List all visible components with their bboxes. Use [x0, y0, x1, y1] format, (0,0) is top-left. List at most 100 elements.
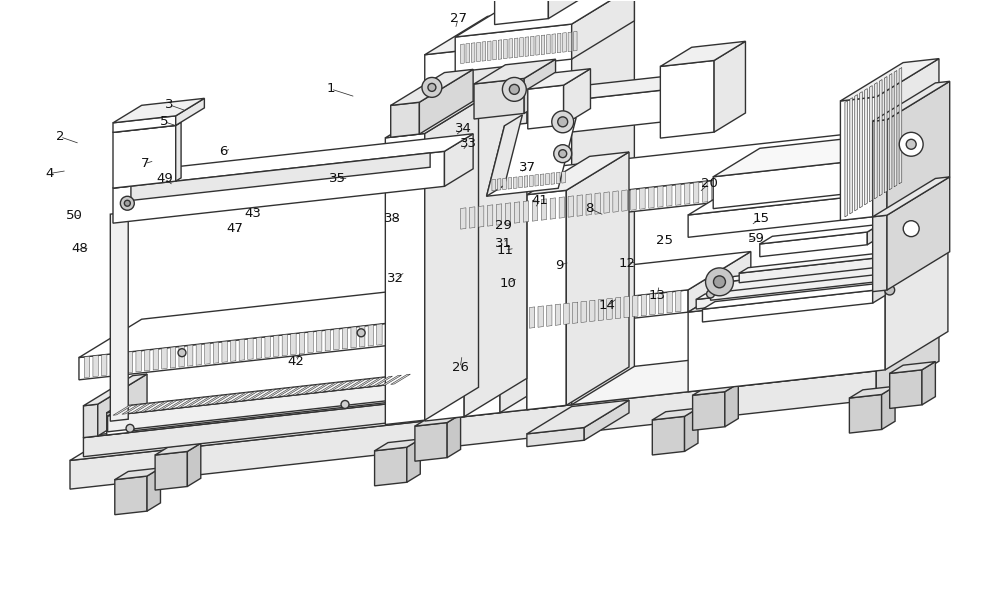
- Polygon shape: [185, 397, 204, 407]
- Polygon shape: [212, 394, 231, 404]
- Text: 49: 49: [156, 172, 173, 185]
- Polygon shape: [411, 320, 417, 341]
- Polygon shape: [147, 468, 160, 511]
- Polygon shape: [478, 313, 483, 334]
- Circle shape: [124, 200, 130, 206]
- Polygon shape: [128, 406, 135, 433]
- Text: 14: 14: [599, 299, 616, 313]
- Polygon shape: [572, 0, 634, 405]
- Polygon shape: [497, 179, 501, 190]
- Polygon shape: [334, 329, 339, 350]
- Polygon shape: [870, 86, 872, 202]
- Polygon shape: [153, 349, 159, 370]
- Polygon shape: [886, 273, 895, 288]
- Polygon shape: [528, 85, 564, 129]
- Text: 42: 42: [288, 355, 304, 368]
- Polygon shape: [113, 134, 473, 188]
- Polygon shape: [652, 408, 698, 420]
- Polygon shape: [83, 374, 147, 406]
- Polygon shape: [256, 389, 276, 400]
- Text: 25: 25: [656, 234, 673, 247]
- Text: 6: 6: [219, 145, 227, 158]
- Polygon shape: [840, 97, 876, 220]
- Polygon shape: [541, 199, 547, 220]
- Text: 47: 47: [227, 222, 244, 235]
- Polygon shape: [557, 33, 561, 53]
- Text: 7: 7: [140, 157, 149, 170]
- Polygon shape: [420, 319, 425, 340]
- Polygon shape: [720, 179, 726, 200]
- Polygon shape: [176, 98, 204, 125]
- Polygon shape: [688, 252, 948, 312]
- Polygon shape: [495, 311, 500, 332]
- Polygon shape: [899, 68, 902, 184]
- Circle shape: [428, 83, 436, 91]
- Polygon shape: [446, 278, 509, 339]
- Polygon shape: [99, 388, 403, 434]
- Polygon shape: [873, 82, 950, 121]
- Polygon shape: [274, 335, 279, 356]
- Polygon shape: [865, 89, 867, 205]
- Polygon shape: [364, 377, 384, 388]
- Polygon shape: [696, 278, 886, 309]
- Polygon shape: [528, 69, 590, 89]
- Polygon shape: [890, 362, 935, 373]
- Polygon shape: [604, 192, 609, 213]
- Polygon shape: [115, 468, 160, 479]
- Polygon shape: [299, 332, 305, 354]
- Circle shape: [126, 424, 134, 433]
- Polygon shape: [162, 348, 167, 369]
- Polygon shape: [83, 370, 473, 437]
- Polygon shape: [239, 339, 245, 361]
- Polygon shape: [613, 191, 618, 212]
- Polygon shape: [667, 292, 672, 313]
- Polygon shape: [873, 283, 885, 303]
- Circle shape: [341, 400, 349, 409]
- Polygon shape: [319, 382, 339, 392]
- Polygon shape: [810, 169, 815, 190]
- Polygon shape: [581, 301, 586, 322]
- Polygon shape: [477, 42, 480, 62]
- Text: 37: 37: [519, 161, 536, 174]
- Polygon shape: [474, 59, 556, 84]
- Polygon shape: [222, 341, 227, 362]
- Circle shape: [357, 329, 365, 337]
- Polygon shape: [291, 334, 296, 355]
- Polygon shape: [176, 398, 195, 408]
- Polygon shape: [99, 377, 421, 422]
- Polygon shape: [866, 131, 912, 192]
- Polygon shape: [729, 178, 735, 199]
- Polygon shape: [412, 372, 428, 398]
- Polygon shape: [568, 32, 572, 52]
- Polygon shape: [573, 31, 577, 51]
- Polygon shape: [713, 131, 912, 177]
- Polygon shape: [519, 176, 522, 188]
- Polygon shape: [840, 59, 939, 101]
- Polygon shape: [555, 304, 561, 325]
- Polygon shape: [694, 182, 699, 203]
- Polygon shape: [394, 322, 399, 343]
- Polygon shape: [676, 290, 681, 312]
- Polygon shape: [514, 38, 518, 58]
- Polygon shape: [179, 346, 184, 367]
- Polygon shape: [688, 251, 751, 312]
- Polygon shape: [756, 175, 762, 196]
- Polygon shape: [538, 306, 543, 327]
- Polygon shape: [113, 405, 133, 415]
- Polygon shape: [650, 293, 655, 315]
- Polygon shape: [487, 115, 522, 196]
- Polygon shape: [455, 290, 688, 338]
- Polygon shape: [455, 162, 876, 232]
- Polygon shape: [492, 179, 496, 191]
- Polygon shape: [641, 295, 647, 316]
- Polygon shape: [739, 247, 938, 273]
- Polygon shape: [403, 377, 421, 401]
- Polygon shape: [265, 336, 270, 358]
- Polygon shape: [566, 152, 629, 406]
- Polygon shape: [524, 176, 528, 187]
- Text: 11: 11: [496, 244, 513, 257]
- Polygon shape: [115, 476, 147, 515]
- Polygon shape: [819, 168, 824, 190]
- Polygon shape: [633, 295, 638, 317]
- Polygon shape: [607, 298, 612, 320]
